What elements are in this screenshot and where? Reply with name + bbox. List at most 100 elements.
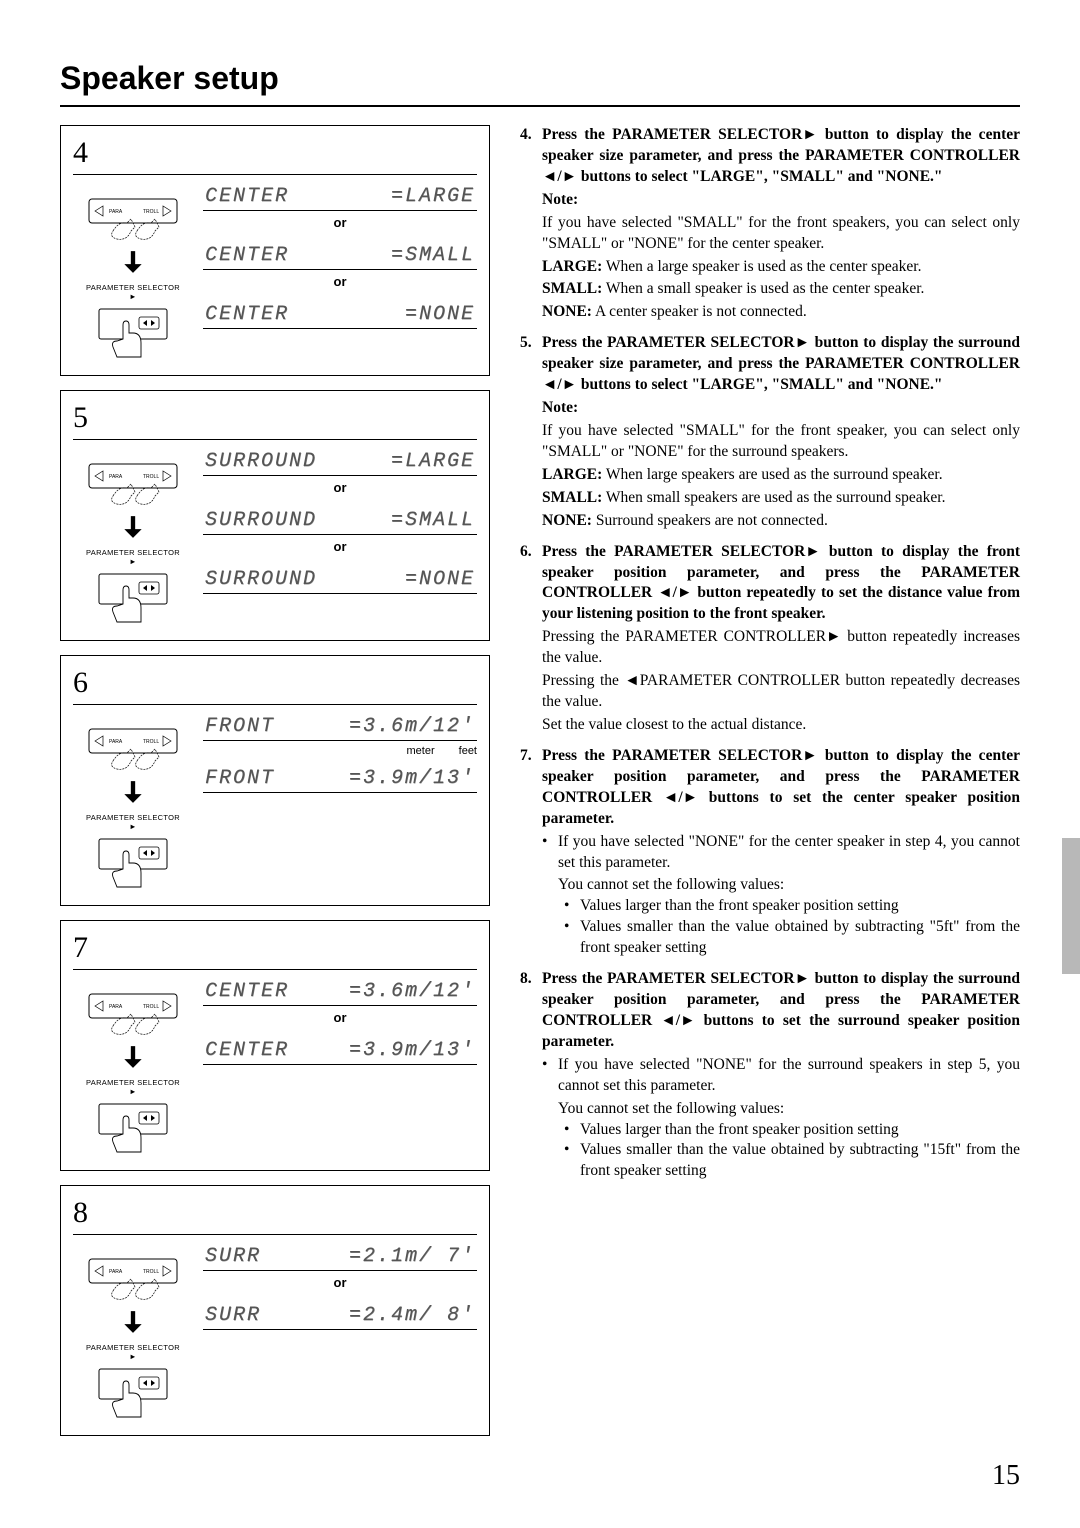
lcd-display-line: FRONT=3.6m/12': [203, 715, 477, 738]
side-tab: [1062, 838, 1080, 974]
lcd-display-line: CENTER=LARGE: [203, 185, 477, 208]
bullet-sub: You cannot set the following values:: [558, 1099, 1020, 1120]
or-label: or: [203, 1010, 477, 1025]
step-box-number: 8: [73, 1196, 477, 1230]
content-columns: 4 PARA TROLL PARAMETER SELECTOR ► CENTER…: [60, 125, 1020, 1450]
remote-press-icon: [93, 1363, 173, 1421]
step-box-number: 6: [73, 666, 477, 700]
bullet: •Values smaller than the value obtained …: [564, 917, 1020, 959]
step-body-line: Set the value closest to the actual dist…: [542, 715, 1020, 736]
icon-column: PARA TROLL PARAMETER SELECTOR ►: [73, 980, 193, 1156]
bullet-sub: You cannot set the following values:: [558, 875, 1020, 896]
display-column: FRONT=3.6m/12'meterfeetFRONT=3.9m/13': [203, 715, 477, 891]
arrow-down-icon: [120, 1044, 146, 1070]
step-body-line: Pressing the ◄PARAMETER CONTROLLER butto…: [542, 671, 1020, 713]
or-label: or: [203, 215, 477, 230]
lcd-display-line: SURR=2.4m/ 8': [203, 1304, 477, 1327]
parameter-selector-label: PARAMETER SELECTOR ►: [85, 283, 181, 301]
or-label: or: [203, 539, 477, 554]
arrow-down-icon: [120, 1309, 146, 1335]
svg-text:PARA: PARA: [109, 1269, 123, 1275]
large-def: LARGE: When large speakers are used as t…: [542, 465, 1020, 486]
parameter-selector-label: PARAMETER SELECTOR ►: [85, 1343, 181, 1361]
none-def: NONE: Surround speakers are not connecte…: [542, 511, 1020, 532]
or-label: or: [203, 480, 477, 495]
icon-column: PARA TROLL PARAMETER SELECTOR ►: [73, 715, 193, 891]
note-label: Note:: [542, 399, 578, 416]
step-number: 8.: [520, 969, 542, 1053]
left-column: 4 PARA TROLL PARAMETER SELECTOR ► CENTER…: [60, 125, 490, 1450]
step-number: 5.: [520, 333, 542, 396]
bullet: •If you have selected "NONE" for the cen…: [542, 832, 1020, 874]
svg-text:TROLL: TROLL: [143, 1004, 159, 1010]
remote-controller-icon: PARA TROLL: [83, 1251, 183, 1307]
instruction-step-8: 8. Press the PARAMETER SELECTOR► button …: [520, 969, 1020, 1182]
icon-column: PARA TROLL PARAMETER SELECTOR ►: [73, 450, 193, 626]
lcd-display-line: SURR=2.1m/ 7': [203, 1245, 477, 1268]
step-box-8: 8 PARA TROLL PARAMETER SELECTOR ► SURR=2…: [60, 1185, 490, 1436]
page-number: 15: [992, 1460, 1020, 1492]
remote-press-icon: [93, 833, 173, 891]
large-def: LARGE: When a large speaker is used as t…: [542, 257, 1020, 278]
svg-text:TROLL: TROLL: [143, 1269, 159, 1275]
display-column: SURR=2.1m/ 7' or SURR=2.4m/ 8': [203, 1245, 477, 1421]
remote-press-icon: [93, 1098, 173, 1156]
display-column: SURROUND=LARGE or SURROUND=SMALL or SURROUND…: [203, 450, 477, 626]
bullet: •Values smaller than the value obtained …: [564, 1140, 1020, 1182]
display-column: CENTER=LARGEorCENTER=SMALLorCENTER=NONE: [203, 185, 477, 361]
step-text: Press the PARAMETER SELECTOR► button to …: [542, 969, 1020, 1053]
step-number: 4.: [520, 125, 542, 188]
page-title: Speaker setup: [60, 60, 1020, 97]
remote-controller-icon: PARA TROLL: [83, 191, 183, 247]
step-number: 6.: [520, 542, 542, 626]
lcd-display-line: SURROUND=LARGE: [203, 450, 477, 473]
remote-controller-icon: PARA TROLL: [83, 456, 183, 512]
arrow-down-icon: [120, 249, 146, 275]
remote-controller-icon: PARA TROLL: [83, 721, 183, 777]
note-label: Note:: [542, 191, 578, 208]
small-def: SMALL: When a small speaker is used as t…: [542, 279, 1020, 300]
step-text: Press the PARAMETER SELECTOR► button to …: [542, 125, 1020, 188]
small-def: SMALL: When small speakers are used as t…: [542, 488, 1020, 509]
or-label: or: [203, 1275, 477, 1290]
instruction-step-5: 5. Press the PARAMETER SELECTOR► button …: [520, 333, 1020, 531]
svg-text:TROLL: TROLL: [143, 209, 159, 215]
lcd-display-line: CENTER=3.9m/13': [203, 1039, 477, 1062]
svg-text:TROLL: TROLL: [143, 739, 159, 745]
bullet: •If you have selected "NONE" for the sur…: [542, 1055, 1020, 1097]
parameter-selector-label: PARAMETER SELECTOR ►: [85, 548, 181, 566]
bullet: •Values larger than the front speaker po…: [564, 1120, 1020, 1141]
lcd-display-line: SURROUND=SMALL: [203, 509, 477, 532]
step-number: 7.: [520, 746, 542, 830]
svg-text:TROLL: TROLL: [143, 474, 159, 480]
step-text: Press the PARAMETER SELECTOR► button to …: [542, 542, 1020, 626]
step-text: Press the PARAMETER SELECTOR► button to …: [542, 333, 1020, 396]
svg-text:PARA: PARA: [109, 474, 123, 480]
step-box-5: 5 PARA TROLL PARAMETER SELECTOR ► SURROU…: [60, 390, 490, 641]
instruction-step-6: 6. Press the PARAMETER SELECTOR► button …: [520, 542, 1020, 736]
lcd-display-line: CENTER=3.6m/12': [203, 980, 477, 1003]
lcd-display-line: CENTER=NONE: [203, 303, 477, 326]
lcd-display-line: SURROUND=NONE: [203, 568, 477, 591]
display-column: CENTER=3.6m/12' or CENTER=3.9m/13': [203, 980, 477, 1156]
lcd-display-line: FRONT=3.9m/13': [203, 767, 477, 790]
note-body: If you have selected "SMALL" for the fro…: [542, 213, 1020, 255]
note-body: If you have selected "SMALL" for the fro…: [542, 421, 1020, 463]
bullet: •Values larger than the front speaker po…: [564, 896, 1020, 917]
icon-column: PARA TROLL PARAMETER SELECTOR ►: [73, 185, 193, 361]
none-def: NONE: A center speaker is not connected.: [542, 302, 1020, 323]
svg-text:PARA: PARA: [109, 1004, 123, 1010]
remote-press-icon: [93, 568, 173, 626]
remote-controller-icon: PARA TROLL: [83, 986, 183, 1042]
instruction-step-4: 4. Press the PARAMETER SELECTOR► button …: [520, 125, 1020, 323]
step-box-number: 4: [73, 136, 477, 170]
parameter-selector-label: PARAMETER SELECTOR ►: [85, 813, 181, 831]
right-column: 4. Press the PARAMETER SELECTOR► button …: [520, 125, 1020, 1450]
instruction-step-7: 7. Press the PARAMETER SELECTOR► button …: [520, 746, 1020, 959]
icon-column: PARA TROLL PARAMETER SELECTOR ►: [73, 1245, 193, 1421]
step-box-number: 7: [73, 931, 477, 965]
step-body-line: Pressing the PARAMETER CONTROLLER► butto…: [542, 627, 1020, 669]
or-label: or: [203, 274, 477, 289]
title-rule: [60, 105, 1020, 107]
step-box-4: 4 PARA TROLL PARAMETER SELECTOR ► CENTER…: [60, 125, 490, 376]
